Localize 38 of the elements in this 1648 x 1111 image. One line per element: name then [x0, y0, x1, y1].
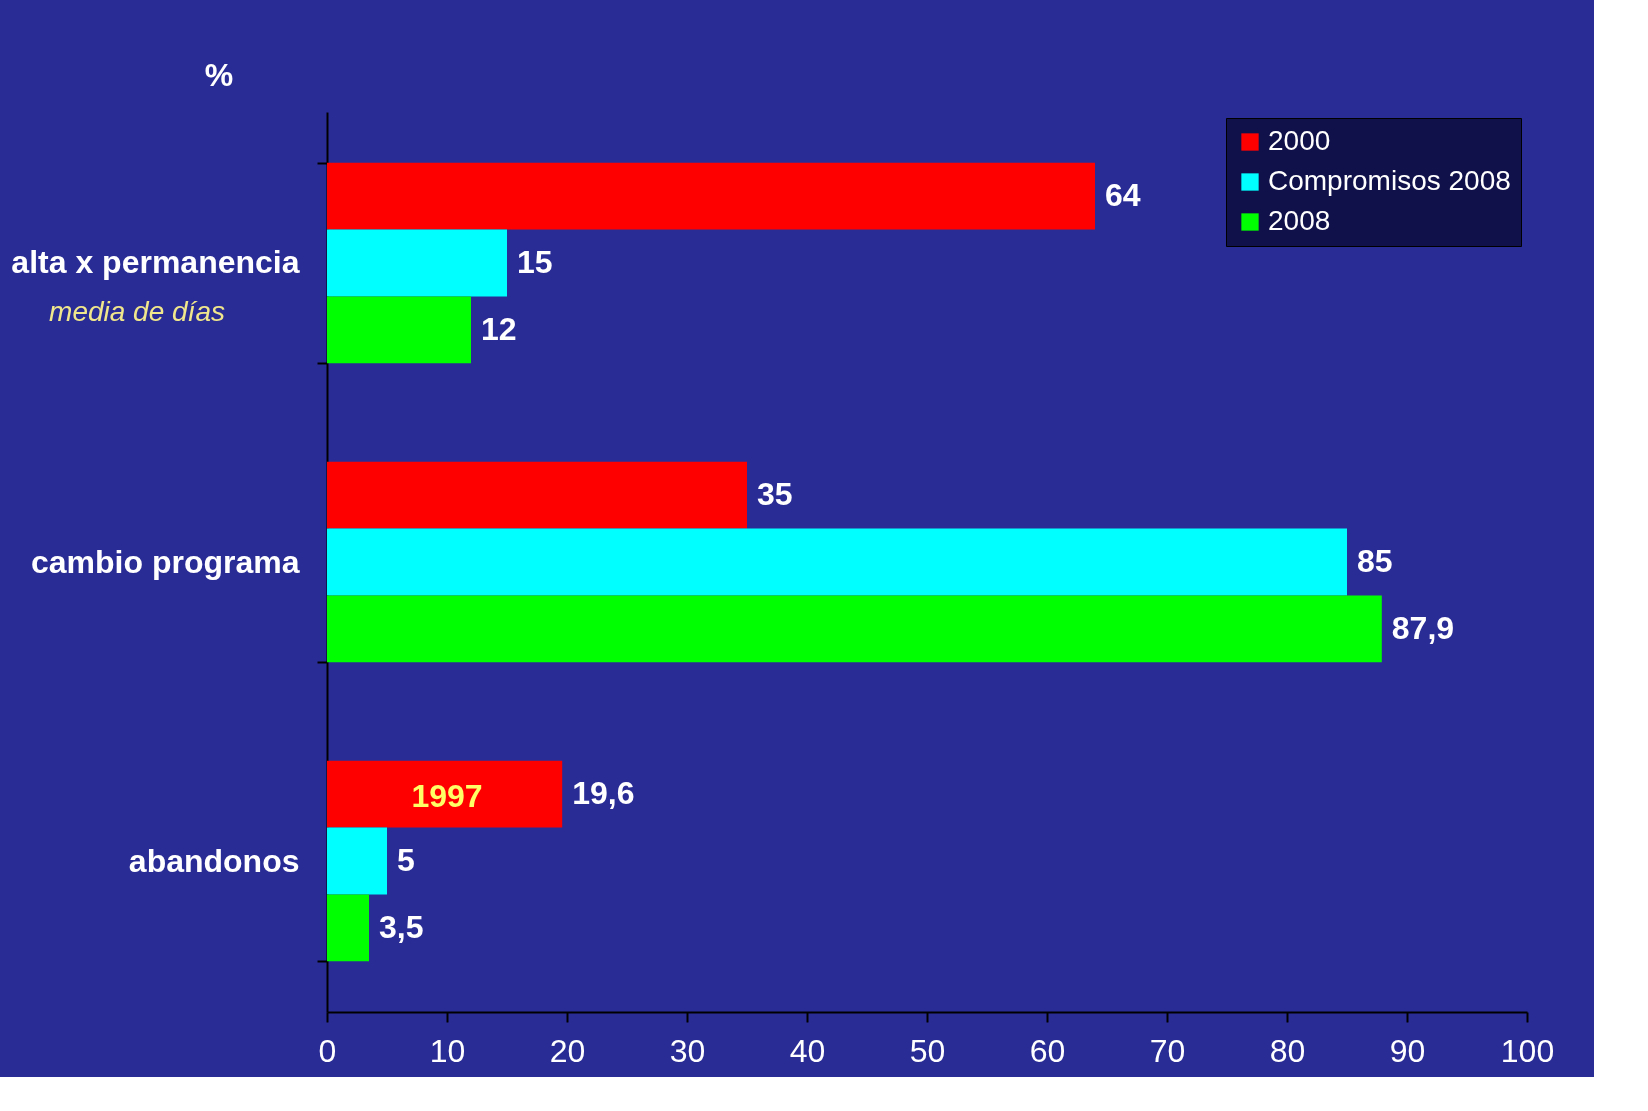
bar [327, 760, 563, 828]
x-tick-label: 80 [1269, 1032, 1306, 1069]
bar [327, 296, 471, 364]
legend-label: 2008 [1268, 205, 1331, 236]
data-label: 87,9 [1391, 609, 1455, 646]
data-label: 19,6 [572, 775, 635, 812]
bar [327, 162, 1095, 230]
data-label: 35 [757, 476, 793, 513]
data-label: 64 [1105, 177, 1141, 214]
x-tick-label: 50 [909, 1032, 946, 1069]
x-tick-label: 100 [1500, 1032, 1555, 1069]
y-tick-label: alta x permanencia [11, 244, 300, 281]
bar [327, 461, 747, 529]
data-label: 5 [397, 842, 415, 878]
x-tick-label: 60 [1029, 1032, 1066, 1069]
bar [327, 229, 507, 297]
data-label: 3,5 [379, 908, 424, 945]
data-label: 85 [1357, 543, 1393, 579]
text: media de días [49, 296, 225, 327]
data-label: 15 [517, 244, 553, 280]
legend-label: 2000 [1268, 125, 1331, 156]
x-tick-label: 10 [429, 1032, 466, 1069]
x-tick-label: 90 [1389, 1032, 1426, 1069]
x-tick-label: 0 [318, 1032, 337, 1069]
data-label: 12 [481, 310, 517, 347]
x-tick-label: 70 [1149, 1032, 1186, 1069]
bar [327, 595, 1382, 663]
annotation: 1997 [411, 778, 483, 814]
x-tick-label: 20 [549, 1032, 586, 1069]
legend-label: Compromisos 2008 [1268, 165, 1511, 196]
y-tick-label: abandonos [128, 842, 300, 879]
bar [327, 827, 387, 895]
bar [327, 528, 1347, 596]
y-tick-label: cambio programa [30, 543, 300, 580]
bar [327, 894, 369, 962]
x-axis-title: % [204, 57, 234, 93]
x-tick-label: 40 [789, 1032, 826, 1069]
x-tick-label: 30 [669, 1032, 706, 1069]
